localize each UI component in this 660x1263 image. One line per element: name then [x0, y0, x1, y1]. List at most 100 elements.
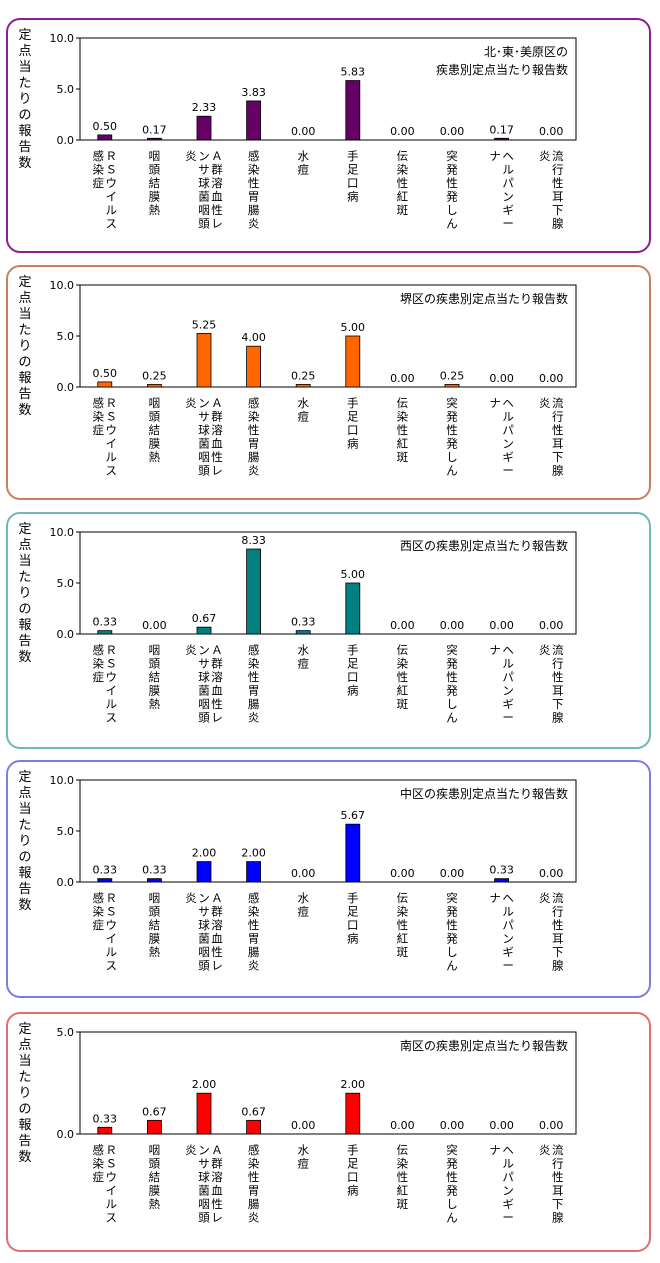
- svg-text:感: 感: [93, 891, 105, 905]
- svg-text:炎: 炎: [185, 643, 197, 657]
- svg-text:性: 性: [446, 176, 458, 190]
- bar-value-label: 0.25: [291, 369, 316, 382]
- svg-text:頭: 頭: [149, 1157, 161, 1171]
- svg-text:斑: 斑: [397, 450, 409, 464]
- svg-text:耳: 耳: [552, 932, 564, 946]
- svg-text:痘: 痘: [297, 163, 309, 177]
- bar: [146, 384, 162, 388]
- svg-text:性: 性: [248, 176, 260, 190]
- svg-text:Ａ: Ａ: [211, 643, 223, 657]
- svg-text:性: 性: [552, 176, 564, 190]
- svg-text:水: 水: [297, 643, 309, 657]
- svg-text:頭: 頭: [198, 464, 210, 478]
- y-tick-label: 5.0: [57, 825, 75, 838]
- svg-text:イ: イ: [106, 684, 118, 698]
- svg-text:ー: ー: [502, 1211, 513, 1225]
- svg-text:炎: 炎: [248, 217, 260, 231]
- bar-value-label: 4.00: [241, 331, 266, 344]
- svg-text:下: 下: [552, 945, 564, 959]
- svg-text:ヘ: ヘ: [502, 396, 513, 410]
- svg-text:レ: レ: [211, 217, 223, 231]
- svg-text:Ａ: Ａ: [211, 396, 223, 410]
- svg-text:血: 血: [211, 932, 223, 946]
- y-tick-label: 5.0: [57, 83, 75, 96]
- svg-text:パ: パ: [502, 918, 514, 932]
- svg-text:染: 染: [248, 163, 260, 177]
- bar: [246, 548, 262, 635]
- bar-value-label: 0.17: [489, 123, 514, 136]
- svg-text:性: 性: [248, 918, 260, 932]
- svg-text:頭: 頭: [149, 905, 161, 919]
- bar: [196, 626, 212, 635]
- svg-text:ナ: ナ: [489, 891, 501, 905]
- y-axis-label: 定点当たりの報告数: [18, 1022, 32, 1165]
- svg-text:足: 足: [347, 163, 359, 177]
- svg-text:染: 染: [93, 410, 105, 424]
- svg-text:頭: 頭: [198, 959, 210, 973]
- svg-text:血: 血: [211, 437, 223, 451]
- bar-value-label: 8.33: [241, 534, 266, 547]
- bar-value-label: 0.00: [390, 867, 415, 880]
- svg-text:染: 染: [248, 905, 260, 919]
- bar-chart: 0.05.010.0堺区の疾患別定点当たり報告数0.50ＲＳウイルス感染症0.2…: [50, 279, 577, 478]
- bar-value-label: 0.67: [192, 612, 217, 625]
- svg-text:足: 足: [347, 1157, 359, 1171]
- svg-text:頭: 頭: [198, 217, 210, 231]
- svg-text:性: 性: [446, 670, 458, 684]
- svg-text:伝: 伝: [397, 891, 409, 905]
- bar: [246, 100, 262, 141]
- category-label: 水痘: [297, 1143, 309, 1171]
- svg-text:咽: 咽: [198, 450, 210, 464]
- bar-value-label: 0.00: [390, 619, 415, 632]
- svg-text:性: 性: [211, 697, 223, 711]
- svg-text:腸: 腸: [248, 450, 260, 464]
- svg-text:Ｒ: Ｒ: [106, 396, 118, 410]
- svg-text:染: 染: [93, 657, 105, 671]
- svg-text:血: 血: [211, 190, 223, 204]
- bar: [97, 1126, 113, 1135]
- svg-text:イ: イ: [106, 190, 118, 204]
- svg-text:結: 結: [149, 423, 161, 437]
- svg-text:症: 症: [93, 423, 105, 437]
- svg-text:発: 発: [446, 437, 458, 451]
- bar: [494, 137, 510, 141]
- chart-panel: 定点当たりの報告数 0.0 5.0 10.0 堺区の疾患別定点当たり報告数 0.50 Ｒ Ｓ ウ…: [6, 265, 651, 500]
- svg-text:ギ: ギ: [502, 1197, 513, 1211]
- svg-text:性: 性: [446, 423, 458, 437]
- bar: [196, 1092, 212, 1135]
- svg-text:パ: パ: [502, 423, 514, 437]
- svg-text:咽: 咽: [149, 1143, 161, 1157]
- svg-text:発: 発: [446, 684, 458, 698]
- svg-text:イ: イ: [106, 437, 118, 451]
- svg-text:行: 行: [552, 163, 564, 177]
- bar: [196, 861, 212, 883]
- svg-text:耳: 耳: [552, 190, 564, 204]
- bar: [345, 80, 361, 141]
- svg-text:下: 下: [552, 450, 564, 464]
- bar-value-label: 0.00: [539, 1119, 564, 1132]
- svg-text:ル: ル: [106, 450, 118, 464]
- svg-text:斑: 斑: [397, 697, 409, 711]
- bar-value-label: 0.00: [142, 619, 167, 632]
- svg-text:球: 球: [198, 176, 210, 190]
- bar: [246, 861, 262, 883]
- svg-text:ス: ス: [106, 959, 118, 973]
- svg-text:咽: 咽: [198, 203, 210, 217]
- svg-text:痘: 痘: [297, 410, 309, 424]
- svg-text:伝: 伝: [397, 396, 409, 410]
- svg-text:口: 口: [347, 670, 359, 684]
- svg-text:熱: 熱: [149, 450, 161, 464]
- svg-text:ヘ: ヘ: [502, 1143, 513, 1157]
- bar-value-label: 0.33: [489, 864, 514, 877]
- bar-value-label: 0.00: [440, 867, 465, 880]
- svg-text:性: 性: [248, 423, 260, 437]
